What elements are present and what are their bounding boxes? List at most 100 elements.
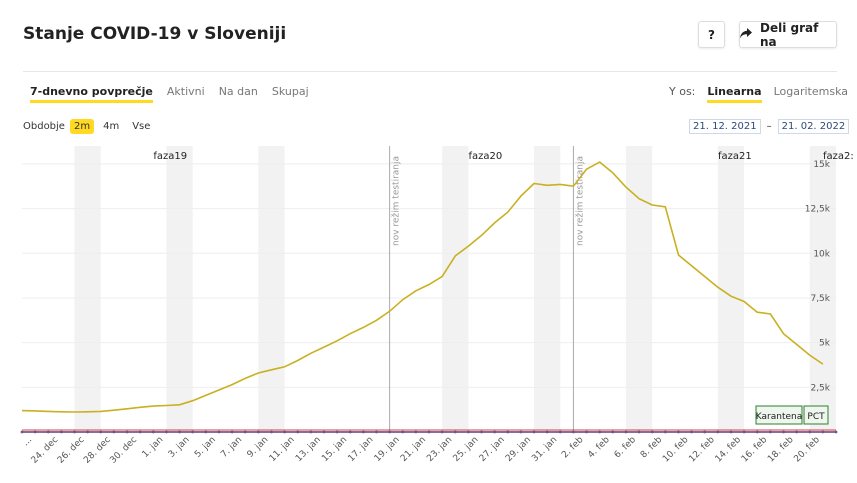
axis-dot bbox=[46, 430, 50, 434]
axis-dot bbox=[453, 430, 457, 434]
axis-dot bbox=[506, 430, 510, 434]
axis-dot bbox=[834, 430, 838, 434]
event-label-box bbox=[803, 405, 829, 425]
yaxis-log[interactable]: Logaritemska bbox=[773, 85, 848, 98]
event-label-box bbox=[755, 405, 803, 425]
axis-dot bbox=[178, 430, 181, 434]
axis-dot bbox=[230, 430, 234, 434]
date-from-input[interactable]: 21. 12. 2021 bbox=[689, 119, 761, 134]
axis-dot bbox=[440, 430, 444, 434]
x-tick-label: 13. jan bbox=[294, 435, 323, 464]
testing-regime-label: nov režim testiranja bbox=[392, 156, 402, 246]
x-tick-label: 18. feb bbox=[766, 435, 796, 465]
share-icon bbox=[740, 27, 752, 42]
axis-dot bbox=[99, 430, 103, 434]
axis-dot bbox=[480, 430, 483, 434]
share-button[interactable]: Deli graf na bbox=[739, 20, 837, 49]
x-tick-label: 27. jan bbox=[478, 435, 507, 464]
event-label: PCT bbox=[807, 412, 825, 422]
axis-dot bbox=[703, 430, 707, 434]
x-tick-label: 12. feb bbox=[687, 435, 717, 465]
tab-7day-average[interactable]: 7-dnevno povprečje bbox=[30, 85, 153, 103]
axis-dot bbox=[532, 430, 536, 434]
weekend-band bbox=[166, 146, 193, 432]
x-tick-label: 17. jan bbox=[347, 435, 376, 464]
axis-dot bbox=[624, 430, 628, 434]
x-tick-label: 16. feb bbox=[740, 435, 770, 465]
axis-dot bbox=[637, 430, 641, 434]
tab-daily[interactable]: Na dan bbox=[218, 85, 258, 98]
x-tick-label: 28. dec bbox=[82, 435, 113, 466]
weekend-band bbox=[625, 146, 653, 432]
axis-dot bbox=[650, 430, 654, 434]
period-4m-button[interactable]: 4m bbox=[103, 121, 120, 132]
axis-dot bbox=[151, 430, 155, 434]
axis-dot bbox=[768, 430, 772, 434]
axis-dot bbox=[375, 430, 378, 434]
axis-dot bbox=[283, 430, 286, 434]
metric-tabs: 7-dnevno povprečje Aktivni Na dan Skupaj bbox=[30, 85, 309, 103]
phase-label: faza21 bbox=[718, 151, 752, 162]
x-tick-label: 6. feb bbox=[613, 435, 639, 461]
axis-dot bbox=[296, 430, 300, 434]
x-tick-label: 4. feb bbox=[586, 435, 612, 461]
yaxis-label: Y os: bbox=[669, 85, 696, 98]
axis-dot bbox=[729, 430, 733, 434]
x-tick-label: 3. jan bbox=[167, 435, 192, 460]
axis-dot bbox=[112, 430, 116, 434]
axis-dot bbox=[611, 430, 615, 434]
axis-dot bbox=[782, 430, 785, 434]
period-selector: Obdobje 2m 4m Vse bbox=[23, 119, 154, 134]
axis-dot bbox=[585, 430, 588, 434]
date-to-input[interactable]: 21. 02. 2022 bbox=[777, 119, 850, 134]
axis-dot bbox=[86, 430, 90, 434]
x-tick-label: 20. feb bbox=[792, 435, 822, 465]
weekend-band bbox=[717, 146, 745, 432]
tab-active[interactable]: Aktivni bbox=[166, 85, 205, 98]
axis-dot bbox=[138, 430, 142, 434]
period-all-button[interactable]: Vse bbox=[132, 121, 151, 132]
axis-dot bbox=[808, 430, 812, 434]
x-tick-label: 25. jan bbox=[452, 435, 481, 464]
x-tick-label: 29. jan bbox=[504, 435, 533, 464]
axis-dot bbox=[270, 430, 273, 434]
x-tick-label: 9. jan bbox=[246, 435, 271, 460]
x-tick-label: 5. jan bbox=[193, 435, 218, 460]
axis-dot bbox=[204, 430, 208, 434]
axis-dot bbox=[821, 430, 825, 434]
x-tick-label: 1. jan bbox=[141, 435, 166, 460]
axis-dot bbox=[322, 430, 326, 434]
axis-dot bbox=[519, 430, 523, 434]
yaxis-linear[interactable]: Linearna bbox=[707, 85, 762, 103]
y-tick-label: 7,5k bbox=[810, 294, 830, 304]
weekend-band bbox=[74, 146, 101, 432]
header-separator bbox=[23, 71, 837, 72]
axis-dot bbox=[795, 430, 799, 434]
axis-dot bbox=[558, 430, 562, 434]
series-line bbox=[21, 161, 824, 413]
axis-dot bbox=[33, 430, 37, 434]
x-tick-label: 19. jan bbox=[373, 435, 402, 464]
axis-dot bbox=[716, 430, 720, 434]
share-button-label: Deli graf na bbox=[760, 20, 819, 49]
y-tick-label: 5k bbox=[819, 339, 831, 349]
x-tick-label: 31. jan bbox=[530, 435, 559, 464]
testing-regime-label: nov režim testiranja bbox=[575, 156, 585, 246]
help-button[interactable]: ? bbox=[698, 21, 725, 48]
weekend-band bbox=[258, 146, 285, 432]
y-tick-label: 2,5k bbox=[810, 383, 830, 393]
axis-dot bbox=[191, 430, 195, 434]
axis-dot bbox=[217, 430, 221, 434]
axis-dot bbox=[243, 430, 247, 434]
axis-dot bbox=[414, 430, 418, 434]
page-title: Stanje COVID-19 v Sloveniji bbox=[23, 24, 287, 44]
axis-dot bbox=[493, 430, 497, 434]
x-tick-label: 11. jan bbox=[268, 435, 297, 464]
x-tick-label: 21. jan bbox=[399, 435, 428, 464]
event-label: Karantena bbox=[756, 412, 802, 422]
period-2m-button[interactable]: 2m bbox=[69, 119, 95, 134]
axis-dot bbox=[427, 430, 431, 434]
tab-total[interactable]: Skupaj bbox=[271, 85, 309, 98]
axis-dot bbox=[466, 430, 470, 434]
axis-dot bbox=[572, 430, 575, 434]
